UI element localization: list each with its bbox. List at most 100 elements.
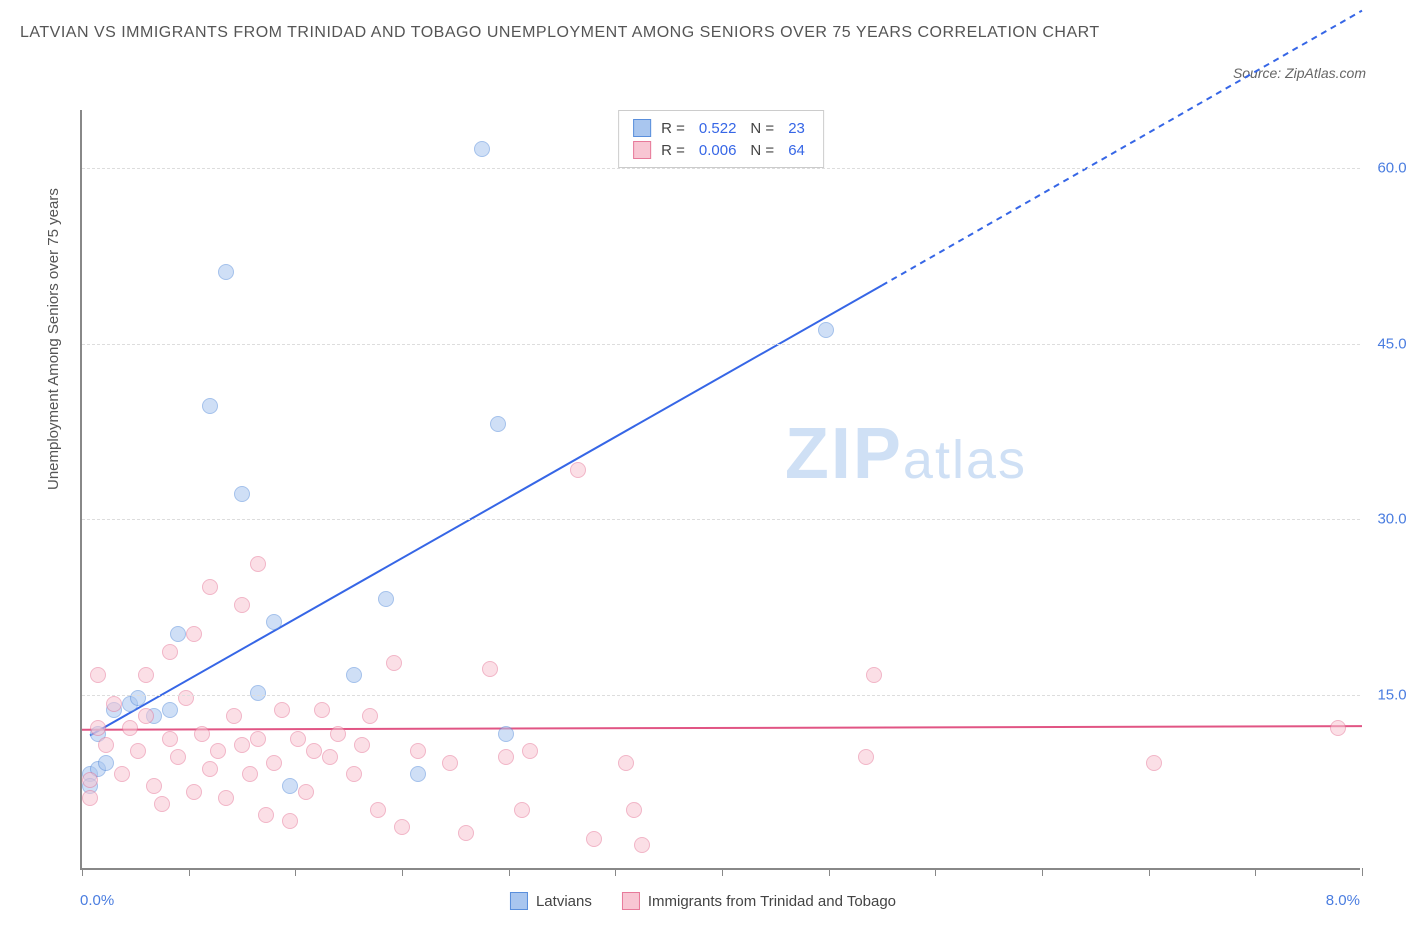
x-tick (829, 868, 830, 876)
legend-swatch (510, 892, 528, 910)
data-point (586, 831, 602, 847)
x-max-label: 8.0% (1326, 892, 1360, 909)
trendline-extrapolated (882, 11, 1362, 286)
data-point (114, 766, 130, 782)
data-point (202, 761, 218, 777)
data-point (162, 702, 178, 718)
data-point (170, 626, 186, 642)
x-tick (509, 868, 510, 876)
data-point (346, 667, 362, 683)
data-point (154, 796, 170, 812)
data-point (474, 141, 490, 157)
legend-r-value: 0.006 (695, 142, 741, 159)
data-point (482, 661, 498, 677)
data-point (90, 720, 106, 736)
data-point (266, 614, 282, 630)
x-tick (1255, 868, 1256, 876)
data-point (82, 772, 98, 788)
data-point (250, 685, 266, 701)
data-point (498, 726, 514, 742)
data-point (362, 708, 378, 724)
x-tick (402, 868, 403, 876)
data-point (98, 755, 114, 771)
gridline (82, 344, 1360, 345)
data-point (442, 755, 458, 771)
data-point (866, 667, 882, 683)
data-point (354, 737, 370, 753)
data-point (162, 644, 178, 660)
series-legend-item: Immigrants from Trinidad and Tobago (622, 892, 896, 910)
legend-row: R = 0.522 N = 23 (633, 117, 809, 139)
plot-area: ZIPatlas R =0.522N =23R =0.006N =64 15.0… (80, 110, 1360, 870)
data-point (306, 743, 322, 759)
data-point (314, 702, 330, 718)
legend-swatch (633, 119, 651, 137)
series-legend-item: Latvians (510, 892, 592, 910)
data-point (818, 322, 834, 338)
data-point (250, 731, 266, 747)
data-point (146, 778, 162, 794)
data-point (282, 813, 298, 829)
legend-r-value: 0.522 (695, 120, 741, 137)
data-point (410, 743, 426, 759)
legend-r-label: R = (661, 120, 685, 137)
data-point (266, 755, 282, 771)
data-point (378, 591, 394, 607)
data-point (514, 802, 530, 818)
gridline (82, 695, 1360, 696)
data-point (410, 766, 426, 782)
legend-n-label: N = (750, 142, 774, 159)
data-point (210, 743, 226, 759)
x-tick (615, 868, 616, 876)
data-point (290, 731, 306, 747)
data-point (370, 802, 386, 818)
data-point (82, 790, 98, 806)
series-label: Latvians (536, 893, 592, 910)
data-point (234, 486, 250, 502)
data-point (218, 790, 234, 806)
data-point (194, 726, 210, 742)
legend-swatch (633, 141, 651, 159)
data-point (458, 825, 474, 841)
data-point (226, 708, 242, 724)
data-point (258, 807, 274, 823)
x-tick (1362, 868, 1363, 876)
data-point (330, 726, 346, 742)
data-point (394, 819, 410, 835)
data-point (570, 462, 586, 478)
source-credit: Source: ZipAtlas.com (1233, 65, 1366, 81)
x-tick (722, 868, 723, 876)
data-point (218, 264, 234, 280)
data-point (162, 731, 178, 747)
data-point (626, 802, 642, 818)
data-point (618, 755, 634, 771)
data-point (122, 720, 138, 736)
data-point (138, 667, 154, 683)
data-point (522, 743, 538, 759)
correlation-chart: LATVIAN VS IMMIGRANTS FROM TRINIDAD AND … (20, 20, 1386, 910)
data-point (234, 597, 250, 613)
series-legend: Latvians Immigrants from Trinidad and Tob… (510, 892, 896, 910)
data-point (386, 655, 402, 671)
data-point (106, 696, 122, 712)
data-point (346, 766, 362, 782)
gridline (82, 519, 1360, 520)
gridline (82, 168, 1360, 169)
x-min-label: 0.0% (80, 892, 114, 909)
correlation-legend: R = 0.522 N = 23R = 0.006 N = 64 (618, 110, 824, 168)
legend-n-label: N = (750, 120, 774, 137)
legend-swatch (622, 892, 640, 910)
y-axis-label: Unemployment Among Seniors over 75 years (45, 188, 62, 490)
data-point (170, 749, 186, 765)
data-point (250, 556, 266, 572)
data-point (322, 749, 338, 765)
legend-n-value: 64 (784, 142, 809, 159)
trendline (82, 726, 1362, 730)
data-point (178, 690, 194, 706)
data-point (130, 743, 146, 759)
data-point (202, 398, 218, 414)
data-point (242, 766, 258, 782)
legend-n-value: 23 (784, 120, 809, 137)
data-point (274, 702, 290, 718)
x-tick (1149, 868, 1150, 876)
